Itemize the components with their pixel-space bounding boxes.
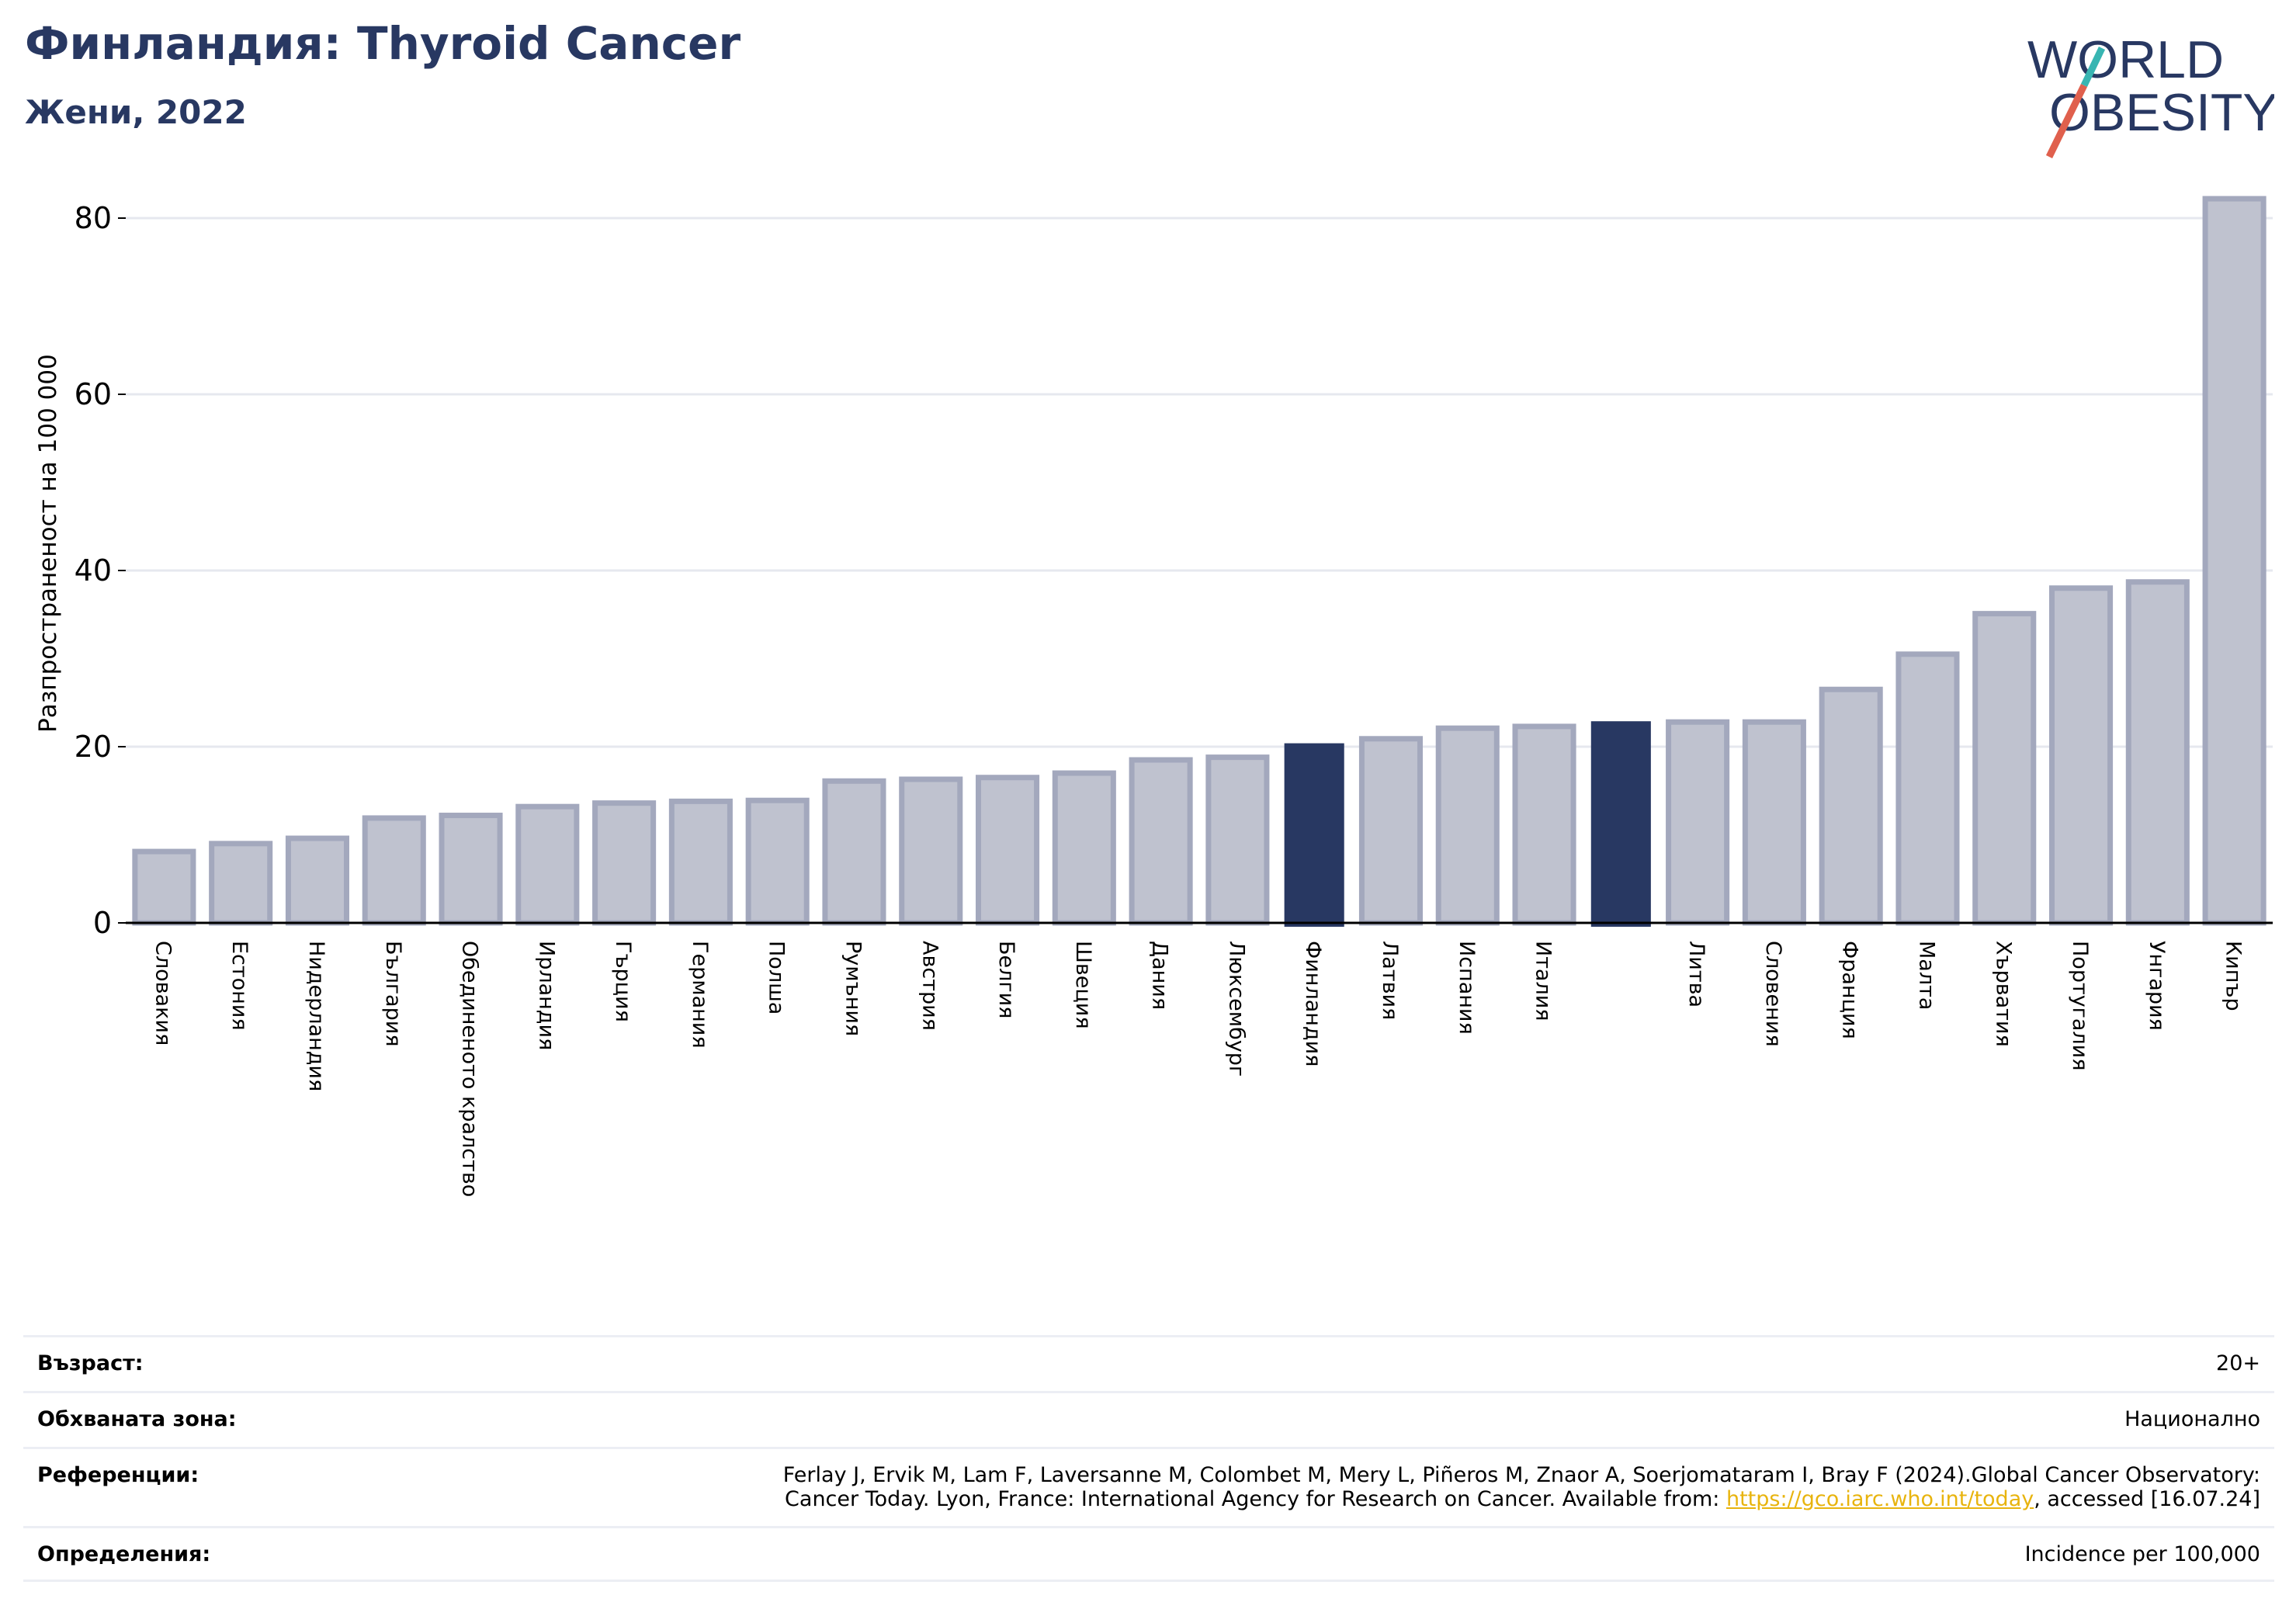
info-table: Възраст: 20+ Обхваната зона: Национално … [23, 1335, 2274, 1582]
definitions-label: Определения: [37, 1542, 211, 1566]
page-subtitle: Жени, 2022 [25, 93, 247, 131]
age-value: 20+ [2216, 1351, 2260, 1375]
bar [1666, 719, 1730, 926]
bar [745, 797, 810, 926]
bar [1742, 719, 1806, 926]
x-tick-label: Ирландия [534, 941, 558, 1050]
world-obesity-logo: WORLD OBESITY [2027, 30, 2274, 158]
references-line1: Ferlay J, Ervik M, Lam F, Laversanne M, … [782, 1463, 2260, 1487]
bar [1819, 686, 1883, 926]
y-tick-labels: 0 20 40 60 80 [75, 201, 126, 940]
bar [2202, 196, 2267, 926]
bar [1895, 651, 1960, 926]
bar [2125, 579, 2190, 926]
y-tick-label: 0 [93, 906, 112, 940]
coverage-value: Национално [2124, 1407, 2260, 1431]
x-tick-label: Финландия [1301, 941, 1325, 1066]
bar [1512, 723, 1576, 926]
y-tick-label: 60 [75, 377, 112, 411]
references-line2-post: , accessed [16.07.24] [2034, 1487, 2260, 1511]
bar [439, 813, 503, 926]
x-tick-label: Словения [1761, 941, 1785, 1047]
bars [132, 196, 2267, 927]
bar [1052, 770, 1116, 926]
bar [209, 841, 273, 926]
bar [515, 803, 580, 926]
x-tick-label: Литва [1684, 941, 1708, 1007]
references-line2-pre: Cancer Today. Lyon, France: Internationa… [785, 1487, 1726, 1511]
x-tick-label: Нидерландия [304, 941, 328, 1091]
x-tick-label: Италия [1531, 941, 1556, 1021]
page-title: Финландия: Thyroid Cancer [25, 17, 741, 70]
bar [1129, 757, 1193, 926]
bar [285, 835, 350, 926]
info-row-age: Възраст: 20+ [23, 1335, 2274, 1391]
y-tick-label: 20 [75, 730, 112, 764]
x-tick-label: Малта [1914, 941, 1938, 1010]
x-tick-label: Гърция [611, 941, 635, 1022]
info-row-coverage: Обхваната зона: Национално [23, 1391, 2274, 1447]
bar-highlight [1284, 743, 1344, 927]
y-tick-label: 80 [75, 201, 112, 235]
bar [668, 798, 733, 926]
x-tick-label: Унгария [2145, 941, 2169, 1031]
bar [132, 848, 196, 926]
x-tick-label: Германия [688, 941, 712, 1049]
info-row-references: Референции: Ferlay J, Ervik M, Lam F, La… [23, 1447, 2274, 1526]
logo-word-obesity: OBESITY [2049, 83, 2274, 142]
x-tick-label: Обединеното кралство [458, 941, 482, 1197]
x-tick-label: Испания [1455, 941, 1479, 1035]
logo-slash-red [2045, 84, 2088, 158]
x-tick-label: Полша [765, 941, 789, 1014]
bar-highlight [1590, 721, 1651, 927]
x-tick-label: Австрия [917, 941, 942, 1031]
bar [822, 778, 886, 926]
x-tick-label: Швеция [1071, 941, 1095, 1029]
references-value: Ferlay J, Ervik M, Lam F, Laversanne M, … [783, 1463, 2260, 1511]
bar [975, 775, 1040, 926]
x-tick-label: Латвия [1378, 941, 1402, 1020]
y-axis-label: Разпространеност на 100 000 [34, 354, 62, 733]
bar [899, 776, 963, 926]
x-tick-label: Кипър [2221, 941, 2246, 1011]
x-tick-labels: Словакия Естония Нидерландия България Обедин… [151, 941, 2245, 1197]
x-tick-label: България [381, 941, 405, 1047]
bar [1435, 725, 1500, 926]
x-tick-label: Дания [1148, 941, 1172, 1010]
references-label: Референции: [37, 1463, 199, 1487]
bar [2048, 585, 2114, 926]
x-tick-label: Естония [227, 941, 251, 1031]
bar-chart: 0 20 40 60 80 Словакия Естония Нидерландия Бълг… [34, 196, 2273, 1197]
x-tick-label: Франция [1838, 941, 1862, 1039]
x-tick-label: Румъния [841, 941, 865, 1036]
logo-word-world: WORLD [2027, 30, 2224, 89]
definitions-value: Incidence per 100,000 [2024, 1542, 2260, 1566]
bar [362, 815, 426, 926]
info-row-definitions: Определения: Incidence per 100,000 [23, 1526, 2274, 1582]
bar [1972, 611, 2037, 926]
references-link[interactable]: https://gco.iarc.who.int/today [1725, 1487, 2034, 1511]
x-tick-label: Люксембург [1224, 941, 1248, 1077]
logo-slash-teal [2080, 47, 2106, 87]
x-tick-label: Словакия [151, 941, 175, 1046]
x-tick-label: Хърватия [1991, 941, 2015, 1047]
age-label: Възраст: [37, 1351, 144, 1375]
y-tick-label: 40 [75, 553, 112, 588]
x-tick-label: Португалия [2068, 941, 2092, 1070]
coverage-label: Обхваната зона: [37, 1407, 237, 1431]
x-tick-label: Белгия [994, 941, 1018, 1018]
bar [592, 800, 657, 926]
bar [1358, 736, 1424, 926]
bar [1205, 754, 1270, 926]
